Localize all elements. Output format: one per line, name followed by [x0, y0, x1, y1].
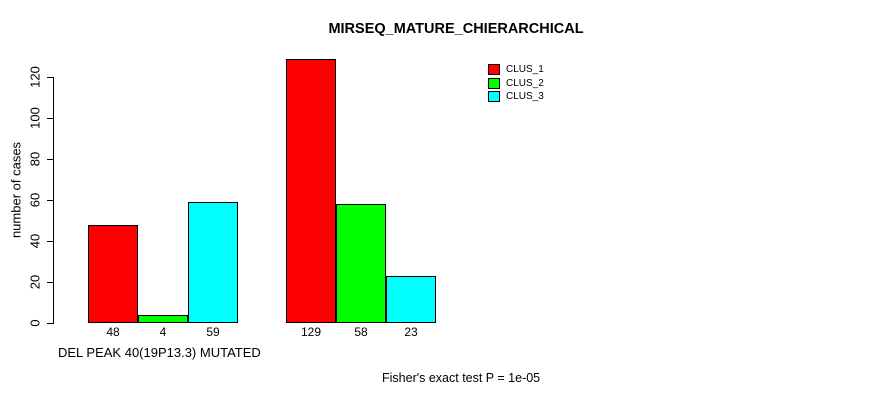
chart-title: MIRSEQ_MATURE_CHIERARCHICAL — [328, 21, 584, 37]
bar-clus-2-group2 — [336, 204, 386, 323]
bar-clus-1-group1 — [88, 225, 138, 323]
bar-clus-1-group2 — [286, 59, 336, 323]
y-tick-mark — [47, 200, 53, 201]
legend-item-label: CLUS_1 — [506, 64, 544, 75]
bar-value-label: 4 — [159, 325, 167, 339]
legend: CLUS_1 CLUS_2 CLUS_3 — [488, 64, 544, 105]
legend-swatch-icon — [488, 64, 500, 75]
fisher-test-annotation: Fisher's exact test P = 1e-05 — [382, 371, 541, 385]
y-tick-label: 100 — [27, 107, 43, 129]
bar-clus-2-group1 — [138, 315, 188, 323]
legend-item: CLUS_1 — [488, 64, 544, 75]
y-tick-label: 40 — [27, 233, 43, 249]
legend-item-label: CLUS_2 — [506, 77, 544, 89]
bar-value-label: 129 — [300, 325, 322, 339]
bar-clus-3-group1 — [188, 202, 238, 323]
legend-item-label: CLUS_3 — [506, 91, 544, 102]
y-tick-mark — [47, 282, 53, 283]
y-axis-label: number of cases — [8, 141, 24, 239]
y-tick-mark — [47, 241, 53, 242]
legend-item: CLUS_2 — [488, 77, 544, 89]
y-axis-line — [53, 77, 54, 324]
y-tick-label: 0 — [27, 319, 43, 327]
y-tick-mark — [47, 323, 53, 324]
bar-value-label: 58 — [354, 325, 368, 339]
y-tick-mark — [47, 118, 53, 119]
y-tick-label: 120 — [27, 66, 43, 88]
legend-swatch-icon — [488, 91, 500, 102]
y-tick-mark — [47, 159, 53, 160]
legend-swatch-icon — [488, 77, 500, 89]
y-tick-label: 80 — [27, 151, 43, 167]
x-axis-label: DEL PEAK 40(19P13.3) MUTATED — [58, 345, 261, 360]
legend-item: CLUS_3 — [488, 91, 544, 102]
y-tick-label: 20 — [27, 274, 43, 290]
y-tick-label: 60 — [27, 192, 43, 208]
bar-value-label: 48 — [106, 325, 120, 339]
bar-clus-3-group2 — [386, 276, 436, 323]
bar-value-label: 23 — [404, 325, 418, 339]
bar-value-label: 59 — [206, 325, 220, 339]
y-tick-mark — [47, 77, 53, 78]
